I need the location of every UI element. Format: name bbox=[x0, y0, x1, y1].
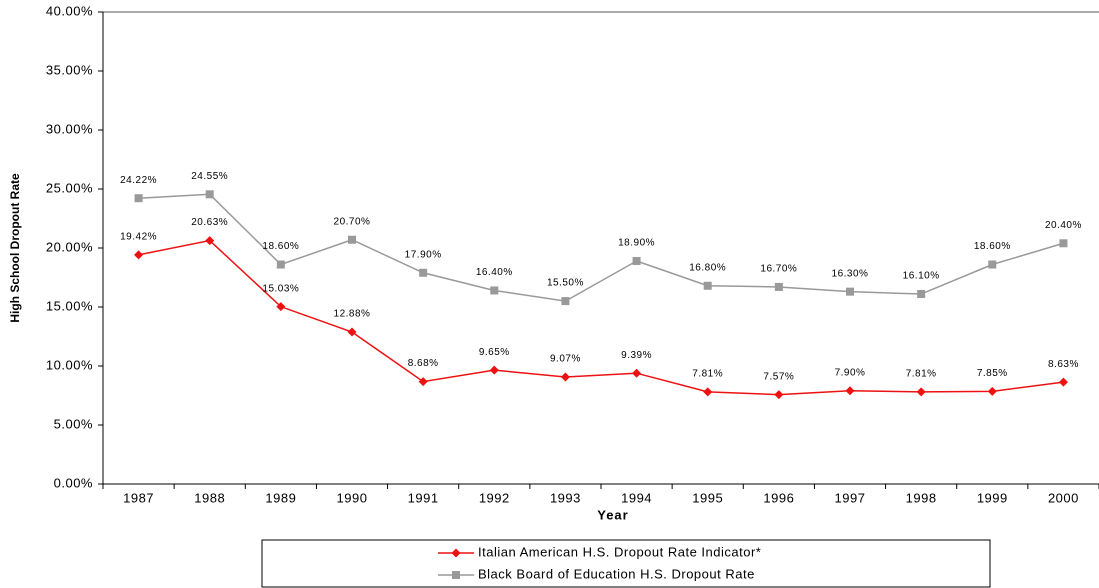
marker bbox=[452, 571, 460, 579]
marker bbox=[632, 368, 642, 378]
data-label: 9.39% bbox=[621, 350, 652, 361]
data-label: 20.63% bbox=[191, 217, 228, 228]
x-tick-label: 1998 bbox=[906, 490, 937, 505]
data-label: 9.65% bbox=[479, 347, 510, 358]
data-label: 7.81% bbox=[906, 368, 937, 379]
series-line bbox=[138, 193, 1064, 302]
marker bbox=[774, 282, 783, 291]
x-tick-label: 1989 bbox=[265, 490, 296, 505]
data-label: 8.63% bbox=[1048, 359, 1079, 370]
data-label: 18.60% bbox=[262, 241, 299, 252]
x-tick-label: 1991 bbox=[408, 490, 439, 505]
y-tick-label: 25.00% bbox=[46, 180, 93, 195]
data-label: 16.80% bbox=[689, 262, 726, 273]
data-label: 18.60% bbox=[974, 241, 1011, 252]
marker bbox=[419, 268, 428, 277]
data-label: 8.68% bbox=[408, 358, 439, 369]
data-label: 19.42% bbox=[120, 231, 157, 242]
x-tick-label: 1993 bbox=[550, 490, 581, 505]
data-label: 15.50% bbox=[547, 278, 584, 289]
data-label: 7.81% bbox=[692, 368, 723, 379]
legend-box bbox=[261, 539, 991, 588]
y-tick-label: 20.00% bbox=[46, 239, 93, 254]
y-tick-label: 35.00% bbox=[46, 62, 93, 77]
x-tick-label: 1994 bbox=[621, 490, 652, 505]
data-label: 24.55% bbox=[191, 171, 228, 182]
x-tick-label: 1995 bbox=[692, 490, 723, 505]
marker bbox=[347, 327, 357, 337]
x-tick-label: 1988 bbox=[194, 490, 225, 505]
data-label: 18.90% bbox=[618, 238, 655, 249]
legend-label: Italian American H.S. Dropout Rate Indic… bbox=[478, 544, 761, 559]
x-tick-label: 1997 bbox=[835, 490, 866, 505]
marker bbox=[917, 290, 926, 299]
marker bbox=[451, 548, 461, 558]
data-label: 20.40% bbox=[1045, 220, 1082, 231]
marker bbox=[846, 287, 854, 296]
marker bbox=[490, 286, 499, 295]
series-line bbox=[138, 239, 1064, 396]
marker bbox=[205, 236, 215, 246]
marker bbox=[1059, 239, 1068, 248]
marker bbox=[418, 377, 428, 387]
data-label: 20.70% bbox=[334, 216, 371, 227]
x-tick-label: 1999 bbox=[977, 490, 1008, 505]
marker bbox=[205, 190, 214, 199]
x-tick-label: 1992 bbox=[479, 490, 510, 505]
y-tick-label: 40.00% bbox=[46, 3, 93, 18]
marker bbox=[276, 302, 286, 312]
x-tick-label: 1987 bbox=[123, 490, 154, 505]
marker bbox=[703, 281, 712, 290]
x-tick-label: 1990 bbox=[337, 490, 368, 505]
marker bbox=[561, 297, 570, 306]
marker bbox=[134, 250, 144, 260]
x-tick-label: 2000 bbox=[1048, 490, 1079, 505]
marker bbox=[560, 372, 570, 382]
marker bbox=[916, 387, 926, 397]
data-label: 16.70% bbox=[760, 264, 797, 275]
y-tick-label: 15.00% bbox=[46, 298, 93, 313]
marker bbox=[845, 386, 855, 396]
marker bbox=[632, 256, 641, 265]
data-label: 9.07% bbox=[550, 354, 581, 365]
data-label: 7.57% bbox=[763, 371, 794, 382]
data-label: 15.03% bbox=[262, 283, 299, 294]
y-axis-title: High School Dropout Rate bbox=[8, 173, 22, 323]
marker bbox=[774, 390, 784, 400]
marker bbox=[276, 260, 285, 269]
marker bbox=[134, 194, 143, 203]
data-label: 24.22% bbox=[120, 175, 157, 186]
y-tick-label: 5.00% bbox=[54, 416, 93, 431]
marker bbox=[987, 386, 997, 396]
data-label: 17.90% bbox=[405, 249, 442, 260]
marker bbox=[1058, 377, 1068, 387]
marker bbox=[703, 387, 713, 397]
y-tick-label: 10.00% bbox=[46, 357, 93, 372]
marker bbox=[348, 235, 356, 244]
data-label: 12.88% bbox=[334, 309, 371, 320]
data-label: 7.90% bbox=[835, 367, 866, 378]
marker bbox=[988, 260, 997, 269]
data-label: 7.85% bbox=[977, 368, 1008, 379]
legend-label: Black Board of Education H.S. Dropout Ra… bbox=[478, 566, 755, 581]
marker bbox=[489, 365, 499, 375]
data-label: 16.10% bbox=[903, 271, 940, 282]
x-tick-label: 1996 bbox=[763, 490, 794, 505]
data-label: 16.40% bbox=[476, 267, 513, 278]
data-label: 16.30% bbox=[832, 268, 869, 279]
y-tick-label: 30.00% bbox=[46, 121, 93, 136]
y-tick-label: 0.00% bbox=[54, 475, 93, 490]
x-axis-title: Year bbox=[597, 507, 628, 522]
